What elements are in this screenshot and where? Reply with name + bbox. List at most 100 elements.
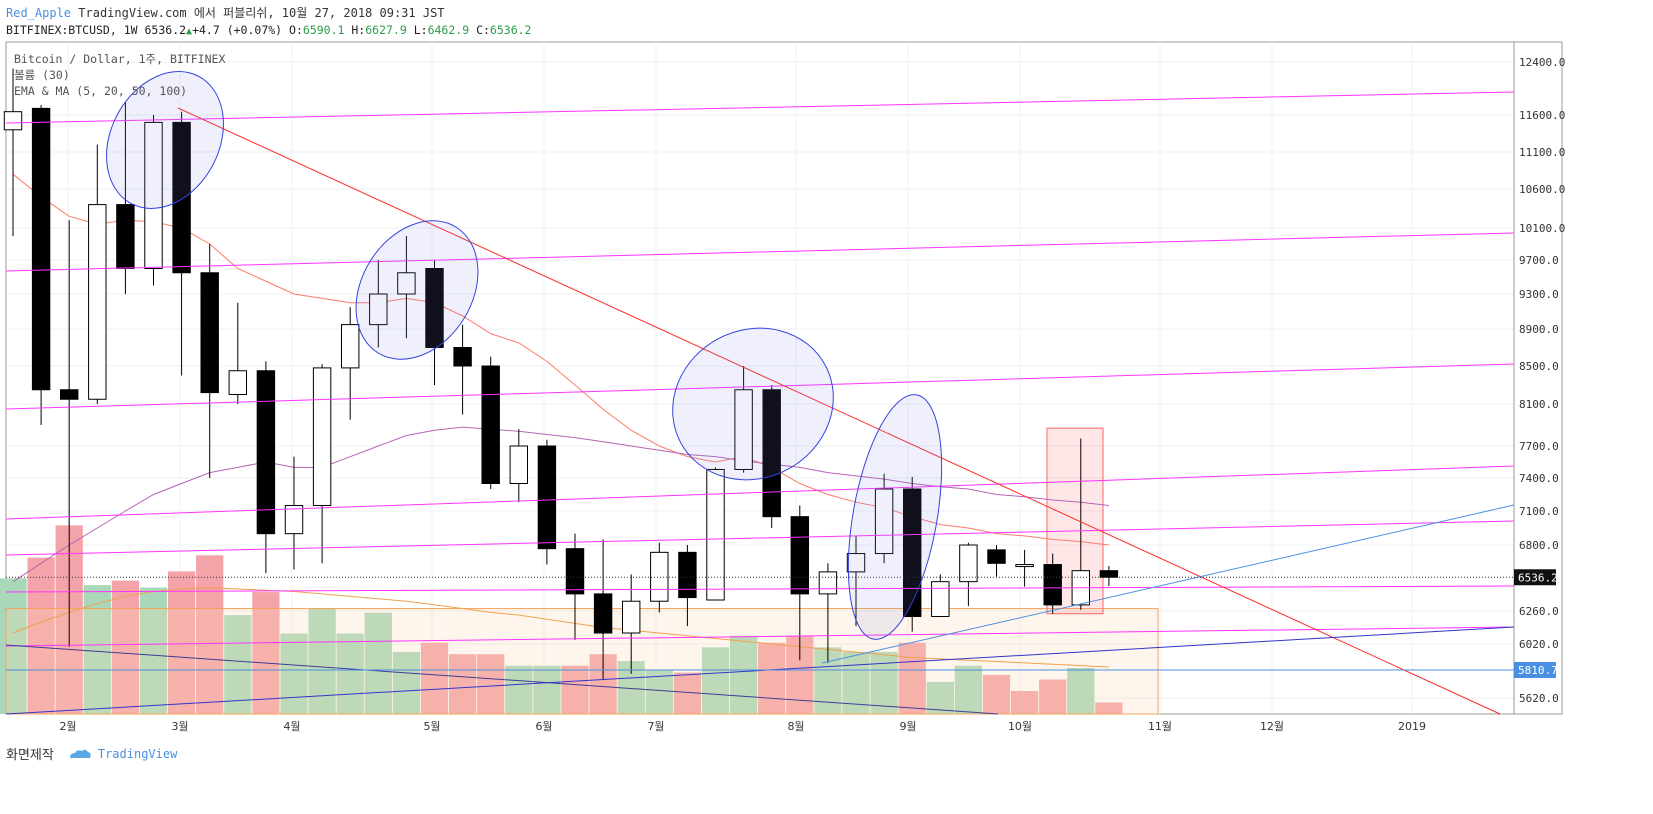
highlight-ellipse — [355, 220, 479, 360]
y-tick-label: 9300.0 — [1519, 288, 1559, 301]
cloud-icon — [69, 749, 91, 758]
candle-body — [1043, 564, 1062, 606]
y-tick-label: 11100.0 — [1519, 146, 1565, 159]
volume-bar — [758, 642, 786, 714]
support-price-tag-label: 5810.7 — [1518, 664, 1558, 677]
y-tick-label: 12400.0 — [1519, 56, 1565, 69]
publish-info: Red_Apple TradingView.com 에서 퍼블리쉬, 10월 2… — [6, 4, 445, 21]
open-label: O: — [289, 23, 303, 37]
x-tick-label: 8월 — [787, 720, 804, 733]
channel-line — [5, 363, 1515, 410]
rising-support-line — [821, 504, 1515, 664]
published-text: TradingView.com 에서 퍼블리쉬, 10월 27, 2018 09… — [78, 6, 445, 20]
channel-line — [5, 232, 1515, 272]
legend: Bitcoin / Dollar, 1주, BITFINEX 볼륨 (30) EMA… — [14, 52, 225, 98]
volume-bar — [336, 633, 364, 714]
y-tick-label: 10100.0 — [1519, 222, 1565, 235]
x-tick-label: 6월 — [535, 720, 552, 733]
footer-made-by: 화면제작 — [6, 748, 54, 763]
tradingview-brand: TradingView — [97, 746, 178, 761]
candle-body — [987, 549, 1006, 564]
volume-bar — [1067, 668, 1095, 714]
footer: 화면제작 TradingView — [6, 744, 177, 764]
candle-body — [762, 389, 781, 518]
volume-bar — [1095, 702, 1123, 714]
y-tick-label: 7700.0 — [1519, 440, 1559, 453]
y-tick-label: 11600.0 — [1519, 109, 1565, 122]
candle-body — [734, 389, 753, 470]
y-tick-label: 9700.0 — [1519, 254, 1559, 267]
x-tick-label: 3월 — [171, 720, 188, 733]
candle-body — [340, 324, 360, 369]
tradingview-logo[interactable]: TradingView — [68, 747, 177, 761]
candle-body — [116, 204, 135, 270]
candle-body — [228, 370, 248, 395]
candle-body — [565, 548, 585, 595]
author-link[interactable]: Red_Apple — [6, 6, 72, 20]
lower-trend-line — [5, 644, 999, 715]
symbol-label: BITFINEX:BTCUSD, 1W — [6, 23, 138, 37]
candle-body — [369, 293, 388, 326]
open-value: 6590.1 — [302, 23, 345, 37]
candle-body — [509, 445, 529, 484]
candle-body — [453, 347, 472, 367]
x-tick-label: 4월 — [283, 720, 300, 733]
volume-bar — [196, 555, 224, 714]
x-tick-label: 5월 — [423, 720, 440, 733]
high-value: 6627.9 — [365, 23, 407, 37]
channel-line — [5, 91, 1515, 124]
volume-bar — [1039, 679, 1067, 714]
candle-body — [706, 468, 725, 601]
candle-body — [650, 551, 669, 602]
candle-body — [874, 488, 894, 555]
volume-bar — [926, 681, 954, 714]
candle-body — [537, 445, 557, 550]
last-price-tag-label: 6536.2 — [1518, 571, 1558, 584]
volume-bar — [224, 615, 252, 714]
candle-body — [59, 389, 79, 400]
ma100-line — [12, 587, 1109, 668]
candle-body — [678, 551, 697, 599]
volume-bar — [982, 674, 1011, 714]
candle-body — [31, 107, 51, 391]
volume-bar — [645, 670, 673, 714]
volume-bar — [954, 665, 983, 714]
symbol-bar: BITFINEX:BTCUSD, 1W 6536.2▲+4.7 (+0.07%)… — [6, 23, 531, 37]
x-tick-label: 11월 — [1148, 720, 1172, 733]
candle-body — [818, 571, 838, 595]
volume-bar — [533, 665, 561, 714]
volume-bar — [364, 612, 392, 714]
volume-bar — [561, 665, 589, 714]
candle-body — [846, 553, 866, 573]
highlight-ellipse — [672, 327, 834, 481]
low-label: L: — [413, 23, 428, 37]
y-tick-label: 8500.0 — [1519, 360, 1559, 373]
high-label: H: — [351, 23, 366, 37]
y-tick-label: 10600.0 — [1519, 183, 1565, 196]
highlight-ellipse — [847, 394, 943, 640]
y-tick-label: 7400.0 — [1519, 472, 1559, 485]
volume-bar — [420, 642, 449, 714]
y-tick-label: 5620.0 — [1519, 692, 1559, 705]
highlight-ellipses — [106, 71, 943, 640]
axes: 12400.0 11600.0 11100.0 10600.0 10100.0 9700.… — [59, 56, 1565, 733]
candle-body — [593, 593, 613, 634]
candle-body — [172, 121, 191, 274]
candle-body — [200, 272, 219, 394]
y-tick-label: 6020.0 — [1519, 638, 1559, 651]
candle-body — [3, 111, 23, 131]
volume-bar — [392, 651, 421, 714]
x-tick-label: 10월 — [1008, 720, 1032, 733]
y-tick-label: 6260.0 — [1519, 605, 1559, 618]
y-tick-label: 8100.0 — [1519, 398, 1559, 411]
candle-body — [481, 365, 500, 484]
volume-bar — [27, 557, 55, 714]
channel-line — [5, 585, 1515, 593]
volume-bar — [505, 665, 533, 714]
volume-bar — [870, 651, 898, 714]
last-price: 6536.2 — [144, 23, 187, 37]
y-tick-label: 8900.0 — [1519, 323, 1559, 336]
range-box — [5, 608, 1159, 715]
x-tick-label: 2월 — [59, 720, 76, 733]
